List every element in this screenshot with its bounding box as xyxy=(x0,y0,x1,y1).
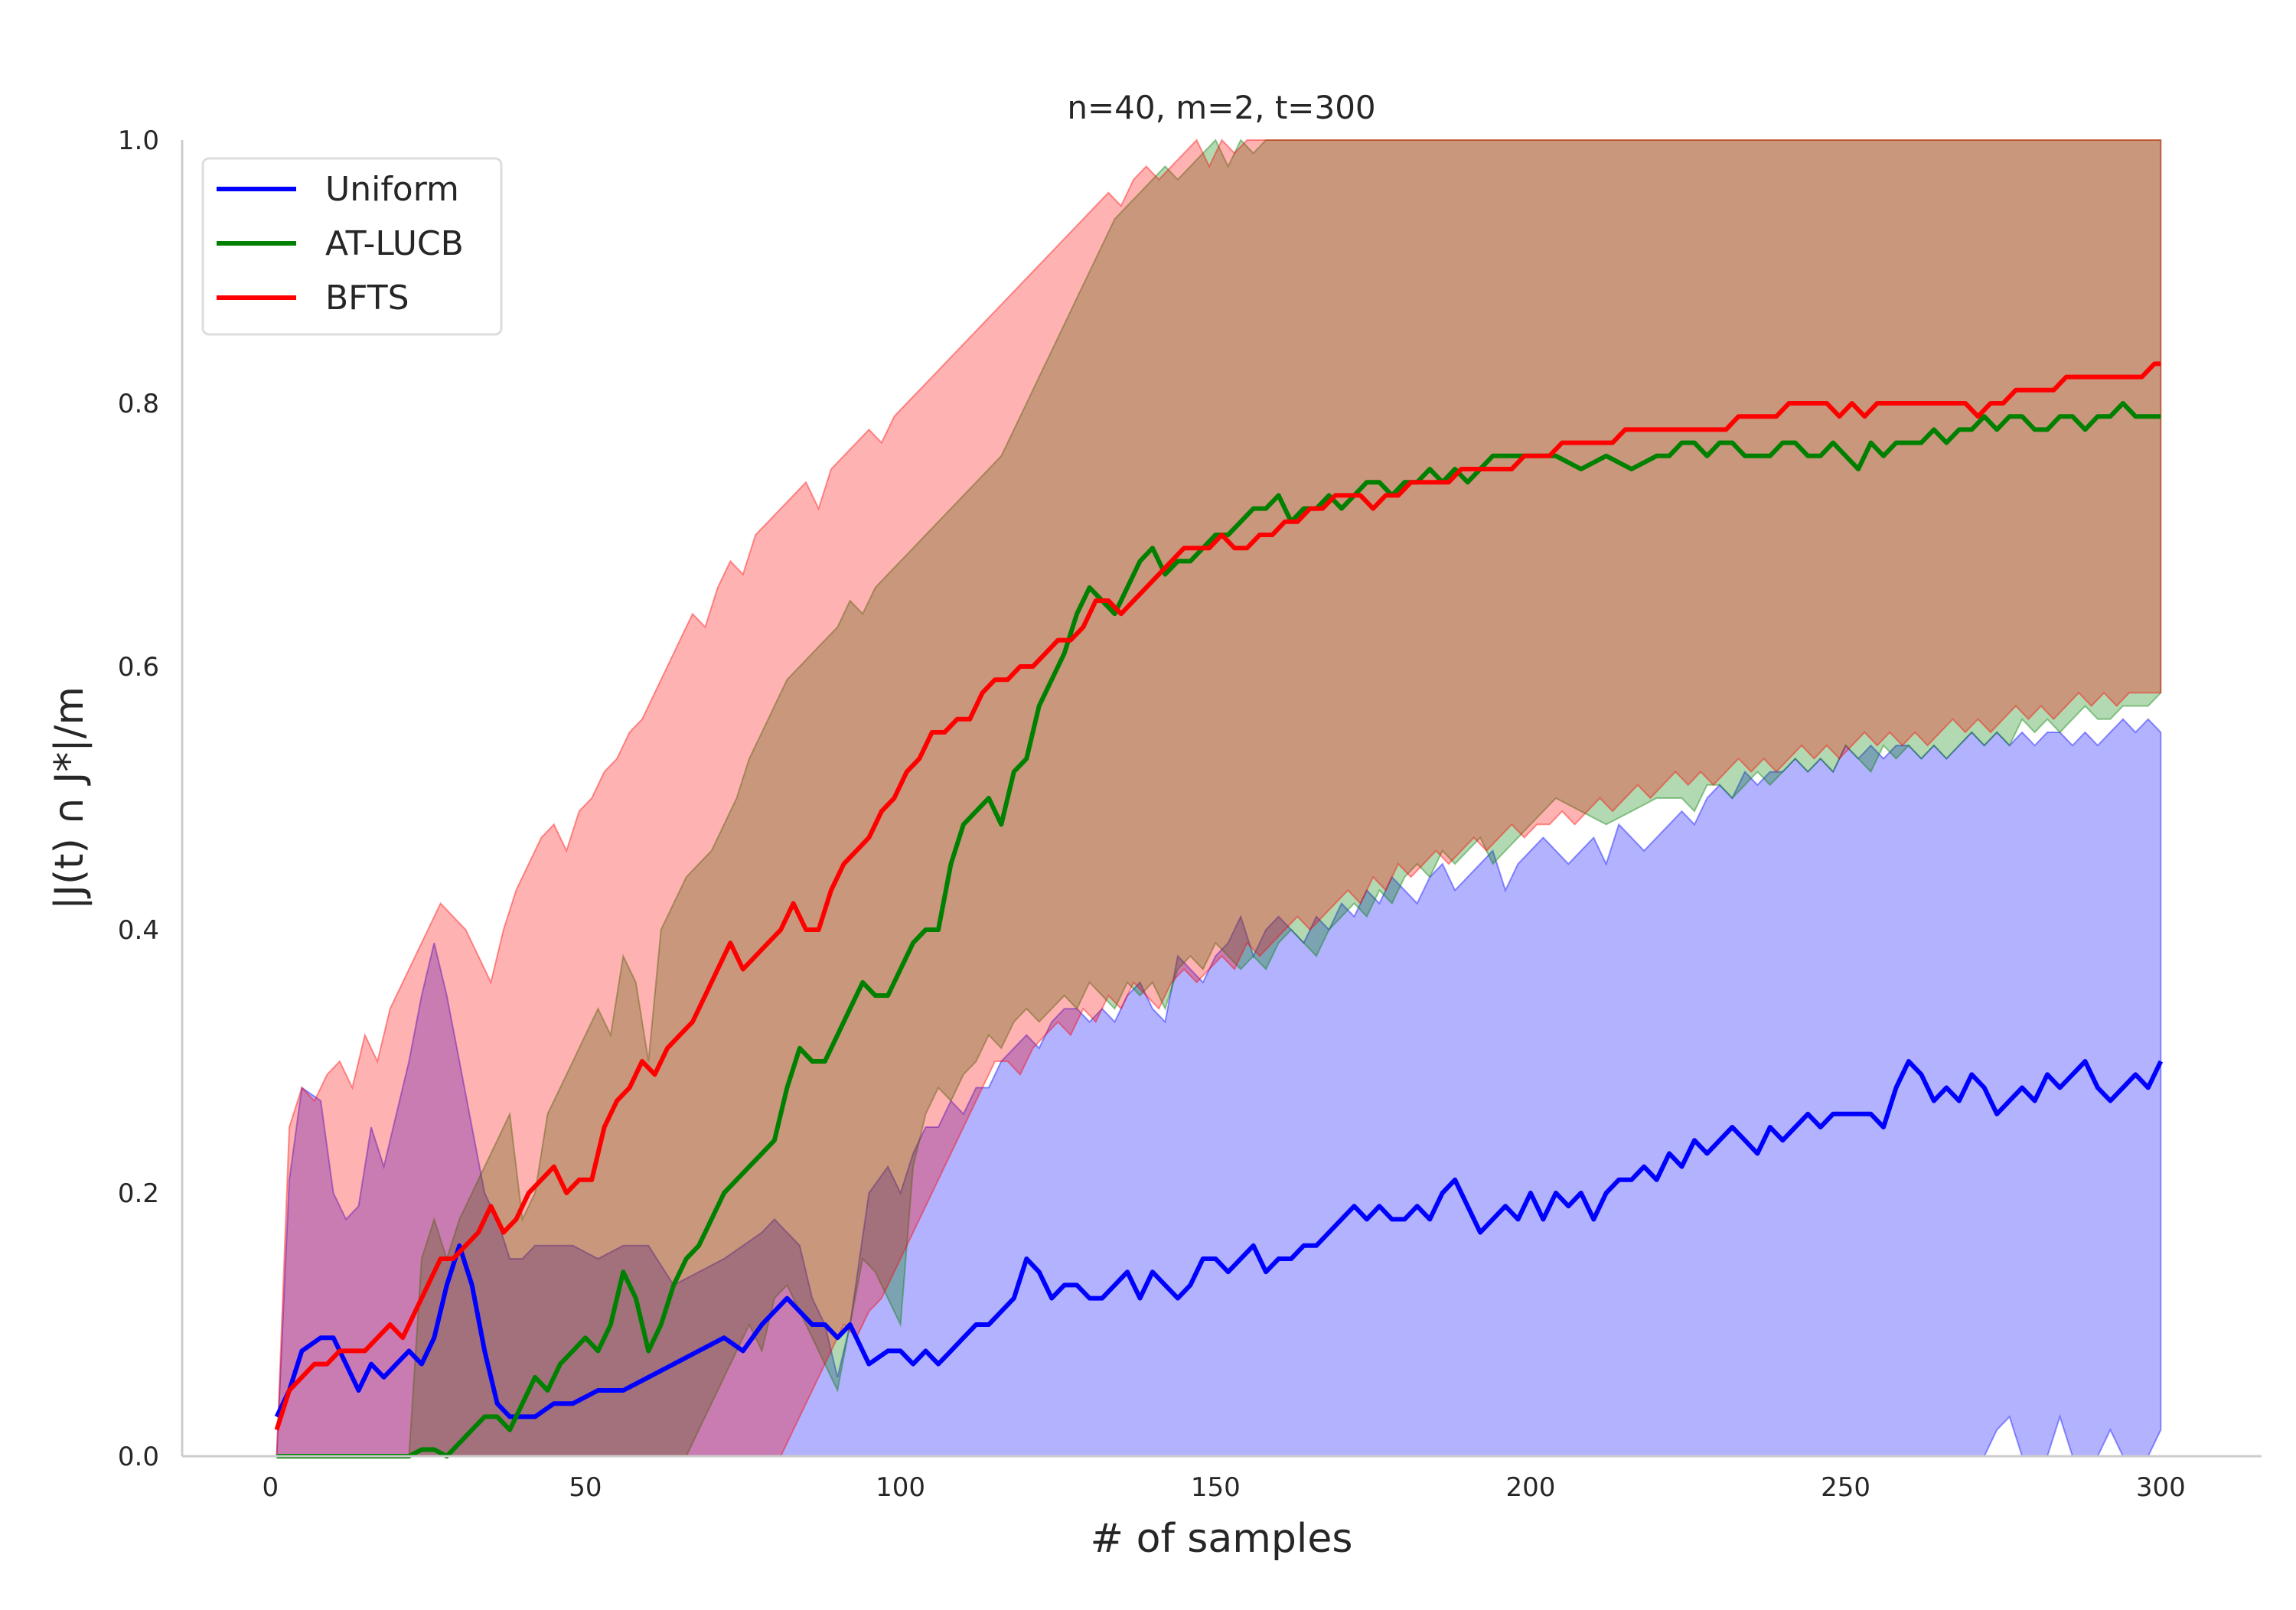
series-lines xyxy=(274,361,2164,1458)
y-tick-label: 0.6 xyxy=(118,652,159,683)
legend-label-bfts: BFTS xyxy=(325,279,409,318)
confidence-bands xyxy=(276,139,2162,1457)
y-tick-label: 0.8 xyxy=(118,389,159,419)
y-tick-label: 0.0 xyxy=(118,1442,159,1472)
y-tick-label: 0.4 xyxy=(118,915,159,946)
x-tick-label: 0 xyxy=(262,1472,279,1503)
line-uniform xyxy=(274,1059,2164,1419)
axes xyxy=(181,140,2262,1458)
x-tick-label: 200 xyxy=(1505,1472,1555,1503)
y-tick-label: 0.2 xyxy=(118,1178,159,1209)
x-axis-label: # of samples xyxy=(1091,1516,1353,1562)
x-tick-label: 150 xyxy=(1191,1472,1241,1503)
legend-label-at-lucb: AT-LUCB xyxy=(325,224,464,263)
legend: Uniform AT-LUCB BFTS xyxy=(201,157,503,336)
x-tick-label: 100 xyxy=(876,1472,925,1503)
chart-title: n=40, m=2, t=300 xyxy=(1067,89,1375,126)
line-bfts xyxy=(274,361,2161,1431)
legend-label-uniform: Uniform xyxy=(325,170,459,209)
y-tick-label: 1.0 xyxy=(118,125,159,156)
x-tick-label: 50 xyxy=(569,1472,602,1503)
tick-labels: 0 50 100 150 200 250 300 0.0 0.2 0.4 0.6 0.8 1.0 xyxy=(118,125,2186,1503)
x-tick-label: 300 xyxy=(2136,1472,2186,1503)
y-axis-label: |J(t) ∩ J*|/m xyxy=(47,686,93,910)
x-tick-label: 250 xyxy=(1821,1472,1870,1503)
legend-frame xyxy=(201,157,503,336)
